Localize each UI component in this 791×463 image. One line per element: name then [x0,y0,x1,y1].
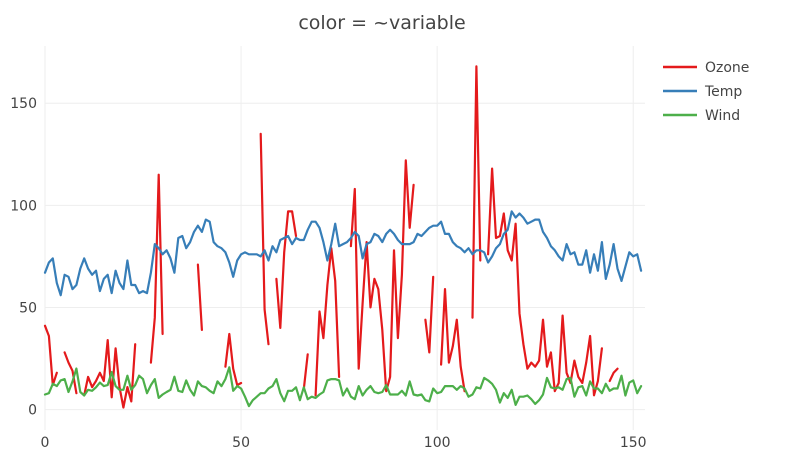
grid [44,46,645,430]
chart-title: color = ~variable [298,12,465,34]
legend-label: Ozone [705,60,749,76]
legend[interactable]: Ozone Temp Wind [663,60,749,124]
legend-item-temp[interactable]: Temp [663,84,742,100]
legend-label: Wind [705,108,740,124]
x-tick-label: 100 [424,435,451,451]
y-tick-label: 100 [10,198,37,214]
x-tick-label: 150 [620,435,647,451]
y-tick-label: 150 [10,96,37,112]
legend-label: Temp [704,84,742,100]
axis-ticks: 0 50 100 150 0 50 100 150 [10,96,646,451]
series-wind [43,366,643,408]
x-tick-label: 0 [41,435,50,451]
x-tick-label: 50 [232,435,250,451]
legend-item-wind[interactable]: Wind [663,108,740,124]
series-temp [43,210,643,297]
y-tick-label: 0 [28,403,37,419]
series-line-temp [43,210,643,297]
series-lines [43,65,643,409]
legend-item-ozone[interactable]: Ozone [663,60,749,76]
y-tick-label: 50 [19,300,37,316]
series-line-wind [43,366,643,408]
